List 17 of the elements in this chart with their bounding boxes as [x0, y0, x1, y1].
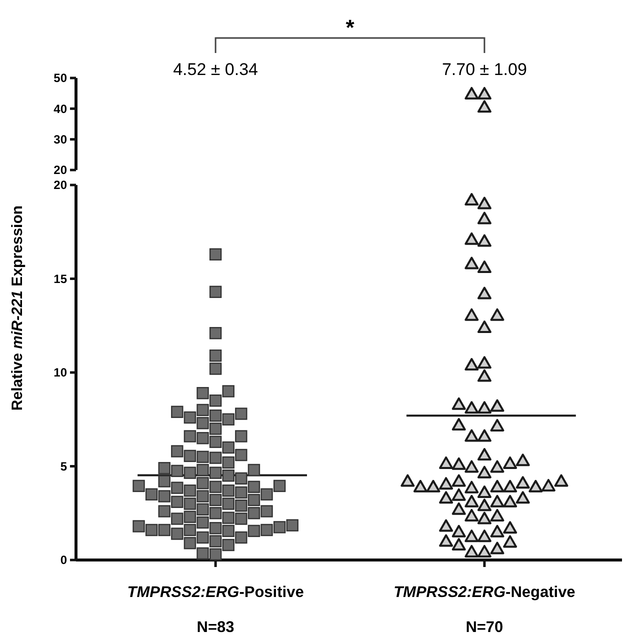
text: N=83	[196, 619, 235, 636]
text: N=70	[466, 619, 504, 636]
y-tick-label: 30	[54, 132, 68, 147]
x-tick-label: TMPRSS2:ERG-Negative	[394, 584, 576, 601]
y-tick-label: 40	[54, 102, 68, 116]
y-tick-label: 20	[54, 178, 68, 192]
y-tick-label: 15	[54, 272, 68, 286]
y-tick-label: 5	[60, 459, 68, 474]
annotation: 4.52 ± 0.34	[173, 60, 258, 79]
y-tick-label: 50	[54, 71, 68, 86]
y-axis-title: Relative miR-221 Expression	[9, 205, 26, 411]
y-tick-label: 10	[54, 366, 68, 380]
y-tick-label: 0	[60, 553, 68, 568]
text: *	[346, 15, 355, 40]
x-tick-label: TMPRSS2:ERG-Positive	[127, 584, 304, 601]
annotation: 7.70 ± 1.09	[442, 60, 527, 79]
y-tick-label: 20	[54, 163, 68, 178]
